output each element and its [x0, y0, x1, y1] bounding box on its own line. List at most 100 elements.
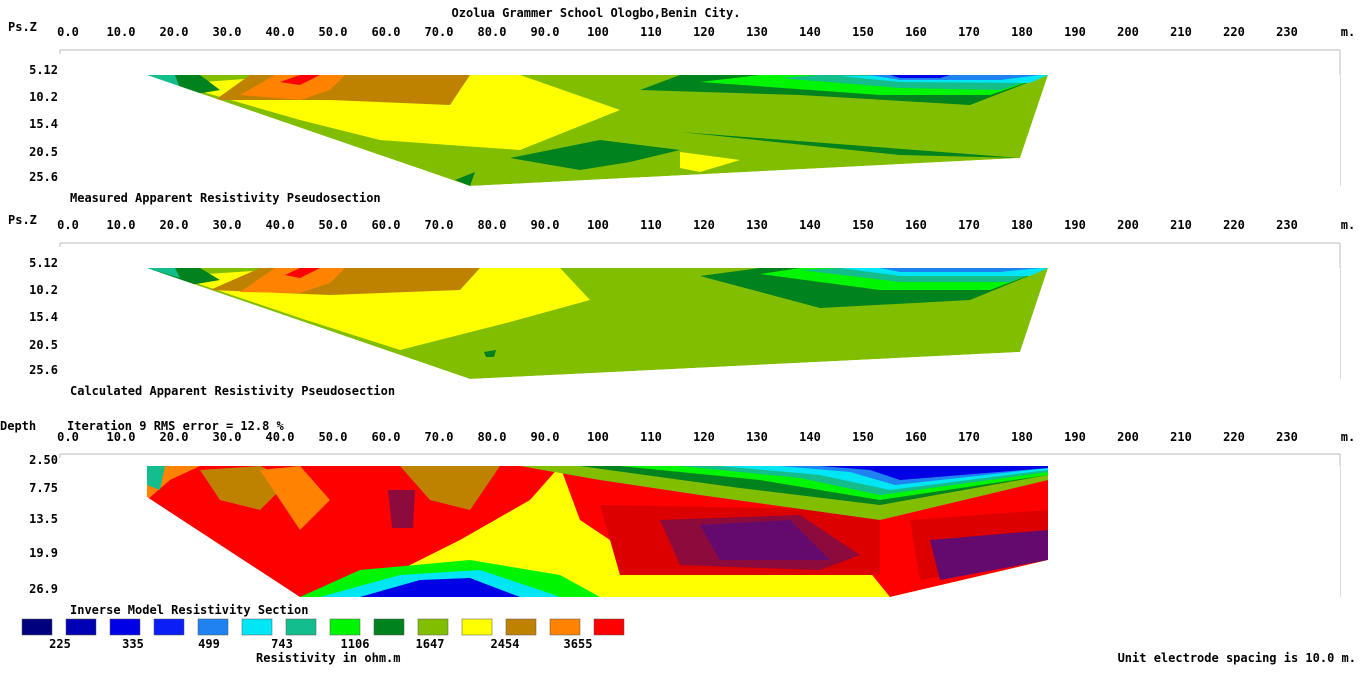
y-tick-label: 5.12 — [29, 256, 58, 270]
x-unit-label: m. — [1341, 25, 1355, 39]
measured-y-label: Ps.Z — [8, 20, 37, 34]
y-tick-label: 25.6 — [29, 363, 58, 377]
legend-swatch — [153, 618, 185, 636]
x-tick-label: 170 — [958, 25, 980, 39]
legend-swatch — [417, 618, 449, 636]
x-tick-label: 70.0 — [425, 25, 454, 39]
y-tick-label: 5.12 — [29, 63, 58, 77]
x-tick-label: 180 — [1011, 218, 1033, 232]
x-tick-label: 90.0 — [531, 218, 560, 232]
x-tick-label: 40.0 — [266, 218, 295, 232]
x-tick-label: 180 — [1011, 430, 1033, 444]
x-tick-label: 230 — [1276, 25, 1298, 39]
legend-value: 3655 — [564, 637, 593, 651]
x-tick-label: 210 — [1170, 218, 1192, 232]
inverse-y-label: Depth — [0, 419, 36, 433]
legend-swatch — [505, 618, 537, 636]
x-tick-label: 80.0 — [478, 430, 507, 444]
x-tick-label: 130 — [746, 218, 768, 232]
legend-swatch — [593, 618, 625, 636]
x-tick-label: 220 — [1223, 25, 1245, 39]
x-tick-label: 150 — [852, 218, 874, 232]
x-tick-label: 100 — [587, 430, 609, 444]
x-tick-label: 100 — [587, 218, 609, 232]
calculated-caption: Calculated Apparent Resistivity Pseudose… — [70, 384, 395, 398]
inverse-caption: Inverse Model Resistivity Section — [70, 603, 308, 617]
x-tick-label: 110 — [640, 218, 662, 232]
measured-caption: Measured Apparent Resistivity Pseudosect… — [70, 191, 381, 205]
x-tick-label: 140 — [799, 430, 821, 444]
x-tick-label: 10.0 — [107, 430, 136, 444]
y-tick-label: 7.75 — [29, 481, 58, 495]
x-tick-label: 230 — [1276, 218, 1298, 232]
x-tick-label: 130 — [746, 430, 768, 444]
x-tick-label: 10.0 — [107, 25, 136, 39]
legend-value: 743 — [271, 637, 293, 651]
x-tick-label: 160 — [905, 430, 927, 444]
x-tick-label: 230 — [1276, 430, 1298, 444]
x-tick-label: 120 — [693, 25, 715, 39]
x-tick-label: 90.0 — [531, 25, 560, 39]
x-tick-label: 210 — [1170, 25, 1192, 39]
measured-x-axis: 0.0 10.0 20.0 30.0 40.0 50.0 60.0 70.0 80.0 90.0 1… — [29, 25, 1355, 186]
legend-value: 225 — [49, 637, 71, 651]
x-tick-label: 70.0 — [425, 430, 454, 444]
x-tick-label: 60.0 — [372, 25, 401, 39]
inverse-header: Iteration 9 RMS error = 12.8 % — [67, 419, 285, 433]
x-tick-label: 220 — [1223, 218, 1245, 232]
x-tick-label: 200 — [1117, 25, 1139, 39]
x-tick-label: 0.0 — [57, 218, 79, 232]
x-tick-label: 80.0 — [478, 218, 507, 232]
inverse-panel: Depth Iteration 9 RMS error = 12.8 % 0.0… — [0, 419, 1355, 617]
y-tick-label: 15.4 — [29, 310, 58, 324]
x-unit-label: m. — [1341, 218, 1355, 232]
legend-swatch — [329, 618, 361, 636]
x-tick-label: 200 — [1117, 218, 1139, 232]
calculated-contours — [147, 268, 1048, 379]
y-tick-label: 25.6 — [29, 170, 58, 184]
y-tick-label: 26.9 — [29, 582, 58, 596]
calculated-panel: Ps.Z 0.0 10.0 20.0 30.0 40.0 50.0 60.0 70.0 80.0… — [8, 213, 1355, 398]
y-tick-label: 2.50 — [29, 453, 58, 467]
x-tick-label: 40.0 — [266, 25, 295, 39]
x-tick-label: 200 — [1117, 430, 1139, 444]
footer-note: Unit electrode spacing is 10.0 m. — [1118, 651, 1356, 665]
y-tick-label: 10.2 — [29, 283, 58, 297]
x-tick-label: 100 — [587, 25, 609, 39]
legend-value: 499 — [198, 637, 220, 651]
x-tick-label: 90.0 — [531, 430, 560, 444]
x-tick-label: 110 — [640, 430, 662, 444]
legend-swatch — [197, 618, 229, 636]
x-tick-label: 20.0 — [160, 25, 189, 39]
y-tick-label: 19.9 — [29, 546, 58, 560]
x-tick-label: 0.0 — [57, 25, 79, 39]
x-tick-label: 190 — [1064, 430, 1086, 444]
legend-value: 1647 — [416, 637, 445, 651]
x-tick-label: 50.0 — [319, 25, 348, 39]
measured-panel: Ps.Z 0.0 10.0 20.0 30.0 40.0 50.0 60.0 70.0 80.0… — [8, 20, 1355, 205]
x-tick-label: 30.0 — [213, 218, 242, 232]
y-tick-label: 20.5 — [29, 145, 58, 159]
figure-title: Ozolua Grammer School Ologbo,Benin City. — [452, 6, 741, 20]
legend-label: Resistivity in ohm.m — [256, 651, 401, 665]
legend-value: 1106 — [341, 637, 370, 651]
x-tick-label: 140 — [799, 25, 821, 39]
x-tick-label: 120 — [693, 218, 715, 232]
x-tick-label: 170 — [958, 430, 980, 444]
x-tick-label: 220 — [1223, 430, 1245, 444]
x-tick-label: 50.0 — [319, 218, 348, 232]
inverse-mask-left — [60, 466, 300, 597]
x-tick-label: 60.0 — [372, 218, 401, 232]
y-tick-label: 20.5 — [29, 338, 58, 352]
legend-swatch — [549, 618, 581, 636]
x-unit-label: m. — [1341, 430, 1355, 444]
x-tick-label: 130 — [746, 25, 768, 39]
legend-swatch — [65, 618, 97, 636]
x-tick-label: 50.0 — [319, 430, 348, 444]
x-tick-label: 150 — [852, 25, 874, 39]
x-tick-label: 140 — [799, 218, 821, 232]
x-tick-label: 210 — [1170, 430, 1192, 444]
y-tick-label: 10.2 — [29, 90, 58, 104]
inverse-contours — [147, 466, 1048, 597]
